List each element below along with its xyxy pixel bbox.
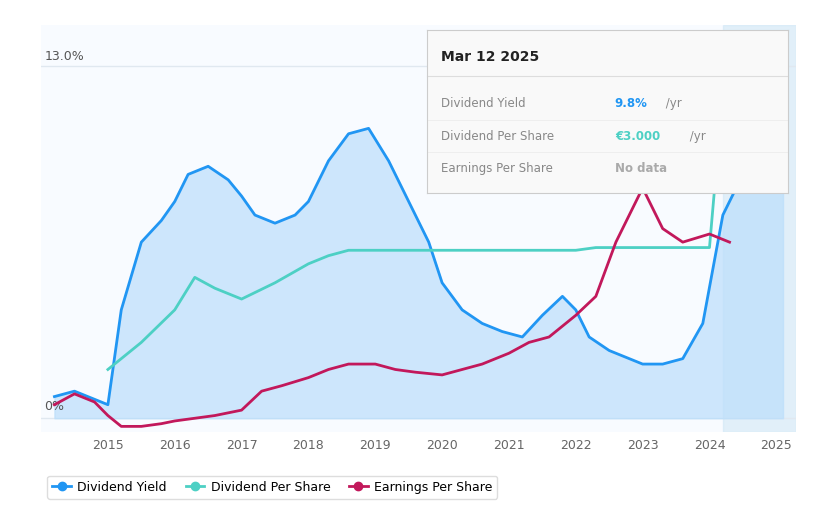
Text: 0%: 0% bbox=[44, 400, 64, 413]
Text: Mar 12 2025: Mar 12 2025 bbox=[442, 50, 539, 64]
Text: Earnings Per Share: Earnings Per Share bbox=[442, 162, 553, 175]
Text: /yr: /yr bbox=[686, 130, 706, 143]
Bar bbox=[722, 25, 796, 432]
Text: €3.000: €3.000 bbox=[615, 130, 660, 143]
Text: No data: No data bbox=[615, 162, 667, 175]
Text: 9.8%: 9.8% bbox=[615, 97, 648, 110]
Text: /yr: /yr bbox=[663, 97, 682, 110]
Text: Past: Past bbox=[727, 53, 752, 66]
Text: 13.0%: 13.0% bbox=[44, 50, 84, 64]
Text: Dividend Yield: Dividend Yield bbox=[442, 97, 526, 110]
Text: Dividend Per Share: Dividend Per Share bbox=[442, 130, 554, 143]
Legend: Dividend Yield, Dividend Per Share, Earnings Per Share: Dividend Yield, Dividend Per Share, Earn… bbox=[48, 475, 498, 499]
